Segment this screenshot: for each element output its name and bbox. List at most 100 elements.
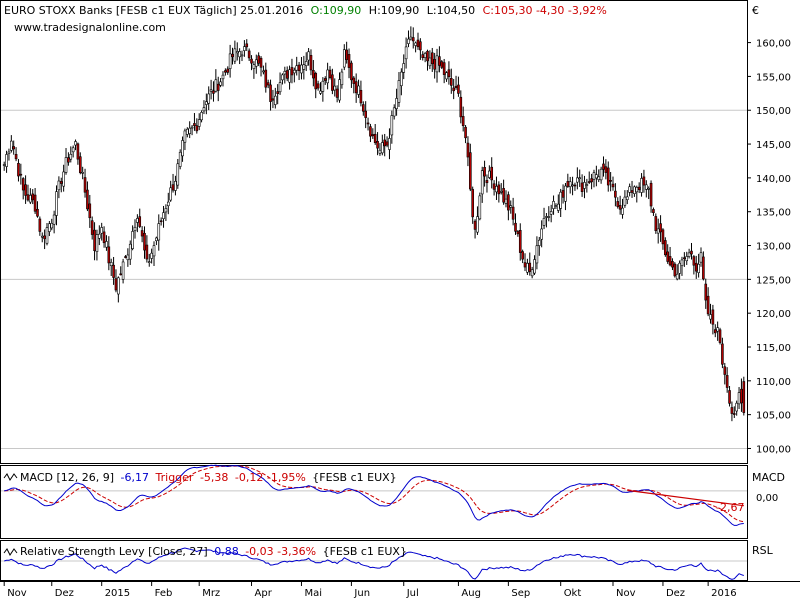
candle-body — [271, 98, 275, 101]
candle-body — [497, 184, 501, 195]
price-candle — [381, 134, 384, 156]
low-value: L:104,50 — [427, 4, 475, 17]
candle-body — [381, 142, 384, 154]
month-tick-label: Apr — [255, 588, 273, 599]
price-candle — [480, 166, 484, 203]
candle-body — [742, 381, 746, 413]
candle-body — [583, 182, 586, 189]
candle-body — [659, 223, 662, 233]
candle-body — [78, 156, 82, 173]
price-candle — [526, 258, 529, 275]
candle-body — [59, 181, 63, 184]
macd-trend-line — [627, 489, 744, 507]
candle-body — [426, 50, 429, 62]
price-candle — [266, 79, 270, 89]
macd-trend-label: -2,67 — [716, 501, 744, 514]
price-candle — [511, 197, 515, 226]
price-candle — [376, 132, 379, 156]
price-candle — [497, 181, 501, 203]
price-candle — [599, 166, 603, 184]
candle-body — [95, 234, 99, 252]
candle-body — [561, 190, 565, 198]
price-candle — [488, 165, 491, 180]
price-candles — [2, 26, 746, 422]
price-candle — [423, 51, 427, 63]
candle-body — [276, 91, 279, 94]
candle-body — [559, 191, 562, 209]
candle-body — [245, 43, 249, 48]
price-candle — [90, 216, 94, 240]
trigger-value: -5,38 — [200, 471, 228, 484]
price-candle — [507, 191, 510, 221]
candle-body — [138, 216, 142, 227]
price-candle — [88, 194, 92, 228]
price-candle — [621, 198, 624, 219]
price-candle — [328, 66, 332, 80]
candle-body — [661, 229, 665, 245]
candle-body — [29, 195, 32, 203]
candle-body — [732, 413, 736, 415]
candle-body — [176, 163, 180, 186]
candle-body — [637, 186, 641, 191]
price-candle — [400, 68, 403, 96]
candle-body — [207, 93, 211, 104]
source-url[interactable]: www.tradesignalonline.com — [14, 21, 166, 34]
candle-body — [152, 245, 156, 257]
candle-body — [86, 189, 89, 210]
candle-body — [117, 277, 120, 295]
rsl-legend-icon — [3, 548, 18, 556]
price-tick-label: 125,00 — [756, 275, 791, 286]
price-candle — [183, 128, 187, 151]
price-candle — [338, 72, 341, 103]
price-candle — [193, 113, 196, 131]
chart-title: EURO STOXX Banks [FESB c1 EUX Täglich] 2… — [4, 4, 303, 17]
price-candle — [366, 117, 370, 131]
price-candle — [373, 124, 377, 145]
price-candle — [281, 73, 284, 85]
month-tick-label: Jul — [406, 588, 419, 599]
price-tick-label: 160,00 — [756, 39, 791, 50]
price-candle — [640, 173, 643, 197]
candle-body — [438, 56, 441, 66]
price-panel[interactable] — [0, 0, 748, 464]
price-candle — [181, 136, 184, 162]
open-value: O:109,90 — [311, 4, 362, 17]
price-candle — [112, 256, 115, 285]
candle-body — [675, 273, 679, 280]
candle-body — [533, 259, 536, 274]
candle-body — [625, 196, 629, 201]
candle-body — [83, 177, 87, 193]
candle-body — [623, 196, 627, 206]
candle-body — [395, 98, 398, 109]
price-candle — [345, 41, 348, 64]
price-candle — [312, 60, 315, 87]
price-tick-label: 115,00 — [756, 343, 791, 354]
candle-body — [166, 201, 170, 207]
price-candle — [671, 258, 674, 271]
candle-body — [174, 181, 177, 191]
candle-body — [466, 142, 470, 158]
price-candle — [205, 93, 208, 115]
month-tick-label: Mrz — [202, 588, 220, 599]
price-candle — [438, 46, 441, 73]
candle-body — [397, 80, 401, 103]
price-candle — [128, 240, 132, 265]
candle-body — [378, 149, 382, 154]
price-candle — [661, 228, 665, 250]
price-candle — [449, 68, 453, 94]
candle-body — [69, 153, 73, 160]
candle-body — [735, 402, 738, 412]
currency-label: € — [752, 4, 759, 17]
price-candle — [64, 148, 68, 175]
price-candle — [490, 157, 494, 189]
price-candle — [26, 184, 30, 202]
candle-body — [247, 50, 251, 59]
candle-body — [57, 180, 61, 191]
price-candle — [62, 164, 65, 192]
candle-body — [333, 85, 337, 91]
price-candle — [114, 269, 118, 293]
candle-body — [323, 78, 327, 81]
candle-body — [145, 244, 149, 260]
candle-body — [711, 309, 715, 325]
